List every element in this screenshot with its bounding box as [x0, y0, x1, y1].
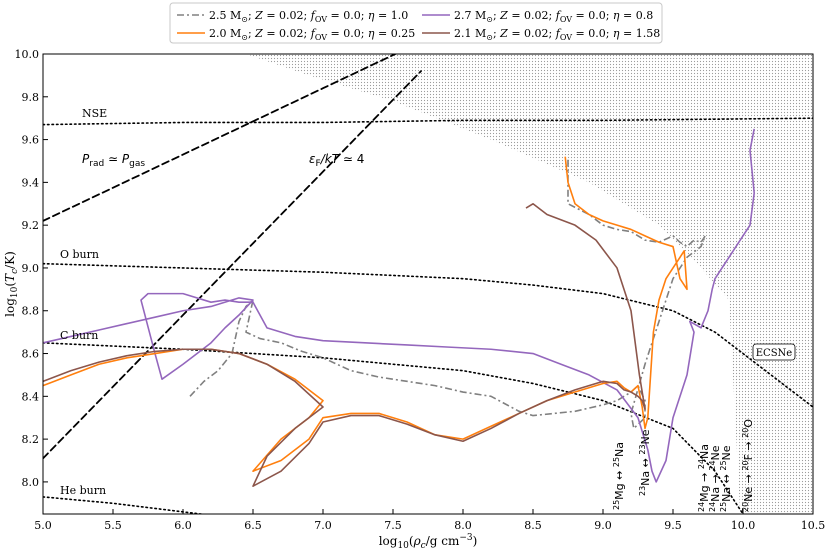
- x-axis-label: log10(ρc/g cm−3): [379, 533, 478, 551]
- legend-label-0: 2.5 M⊙; Z = 0.02; fOV = 0.0; η = 1.0: [209, 9, 408, 24]
- prad-label: Prad ≃ Pgas: [82, 152, 145, 169]
- ecsne-label: ECSNe: [752, 343, 796, 361]
- legend: 2.5 M⊙; Z = 0.02; fOV = 0.0; η = 1.0 2.0…: [169, 2, 663, 44]
- plot-area: [43, 54, 813, 514]
- ecsne-shaded-region: [246, 54, 813, 514]
- x-ticks: 5.0 5.5 6.0 6.5 7.0 7.5 8.0 8.5 9.0 9.5 10.0 10.5: [34, 509, 825, 532]
- legend-item-2: 2.7 M⊙; Z = 0.02; fOV = 0.0; η = 0.8: [422, 9, 653, 24]
- series-lines: [43, 128, 756, 487]
- x-tick-label: 8.0: [454, 519, 472, 532]
- na23-label: 23Na ↔ 23Ne: [638, 429, 652, 496]
- y-tick-label: 9.6: [22, 134, 40, 147]
- series-line-1: [43, 128, 756, 483]
- x-tick-label: 8.5: [524, 519, 542, 532]
- mg25-label: 25Mg ↔ 25Na: [612, 442, 626, 510]
- reference-curve-2: [43, 117, 813, 126]
- y-tick-label: 8.8: [22, 305, 40, 318]
- reference-curve-3: [43, 262, 813, 408]
- series-line-2: [43, 156, 688, 473]
- x-tick-label: 5.0: [34, 519, 52, 532]
- y-tick-label: 9.0: [22, 262, 40, 275]
- y-tick-label: 9.4: [22, 176, 40, 189]
- series-line-3: [43, 202, 646, 487]
- legend-item-1: 2.0 M⊙; Z = 0.02; fOV = 0.0; η = 0.25: [177, 27, 415, 42]
- x-tick-label: 9.0: [594, 519, 612, 532]
- x-tick-label: 9.5: [664, 519, 682, 532]
- x-tick-label: 5.5: [104, 519, 122, 532]
- o-burn-label: O burn: [60, 248, 99, 261]
- x-tick-label: 7.5: [384, 519, 402, 532]
- c-burn-label: C burn: [60, 329, 98, 342]
- x-tick-label: 6.0: [174, 519, 192, 532]
- nse-label: NSE: [82, 107, 107, 120]
- y-tick-label: 10.0: [15, 48, 40, 61]
- x-tick-label: 7.0: [314, 519, 332, 532]
- legend-item-0: 2.5 M⊙; Z = 0.02; fOV = 0.0; η = 1.0: [177, 9, 408, 24]
- y-tick-label: 9.2: [22, 219, 40, 232]
- ef-label: εF/kT ≃ 4: [309, 152, 364, 169]
- y-tick-label: 8.2: [22, 433, 40, 446]
- reference-curve-1: [43, 70, 422, 460]
- y-tick-label: 8.6: [22, 348, 40, 361]
- he-burn-label: He burn: [60, 484, 106, 497]
- y-tick-label: 8.4: [22, 390, 40, 403]
- mg24-label: 24Mg → 24Na: [697, 444, 711, 512]
- reference-curve-0: [43, 54, 398, 222]
- legend-label-2: 2.7 M⊙; Z = 0.02; fOV = 0.0; η = 0.8: [454, 9, 653, 24]
- reference-curve-4: [43, 342, 744, 514]
- plot-frame: [42, 53, 814, 515]
- y-tick-label: 9.8: [22, 91, 40, 104]
- legend-item-3: 2.1 M⊙; Z = 0.02; fOV = 0.0; η = 1.58: [422, 27, 660, 42]
- svg-text:ECSNe: ECSNe: [756, 348, 793, 359]
- x-tick-label: 10.0: [731, 519, 756, 532]
- na24-label: 24Na → 24Ne: [708, 445, 722, 512]
- x-tick-label: 6.5: [244, 519, 262, 532]
- x-tick-label: 10.5: [801, 519, 826, 532]
- legend-label-1: 2.0 M⊙; Z = 0.02; fOV = 0.0; η = 0.25: [209, 27, 415, 42]
- y-axis-label: log10(Tc/K): [3, 251, 20, 317]
- ne20-label: 20Ne → 20F → 20O: [741, 419, 755, 512]
- legend-label-3: 2.1 M⊙; Z = 0.02; fOV = 0.0; η = 1.58: [454, 27, 660, 42]
- y-ticks: 8.0 8.2 8.4 8.6 8.8 9.0 9.2 9.4 9.6 9.8 10.0: [15, 48, 48, 489]
- y-tick-label: 8.0: [22, 476, 40, 489]
- na25-label: 25Na ↔ 25Ne: [719, 445, 733, 512]
